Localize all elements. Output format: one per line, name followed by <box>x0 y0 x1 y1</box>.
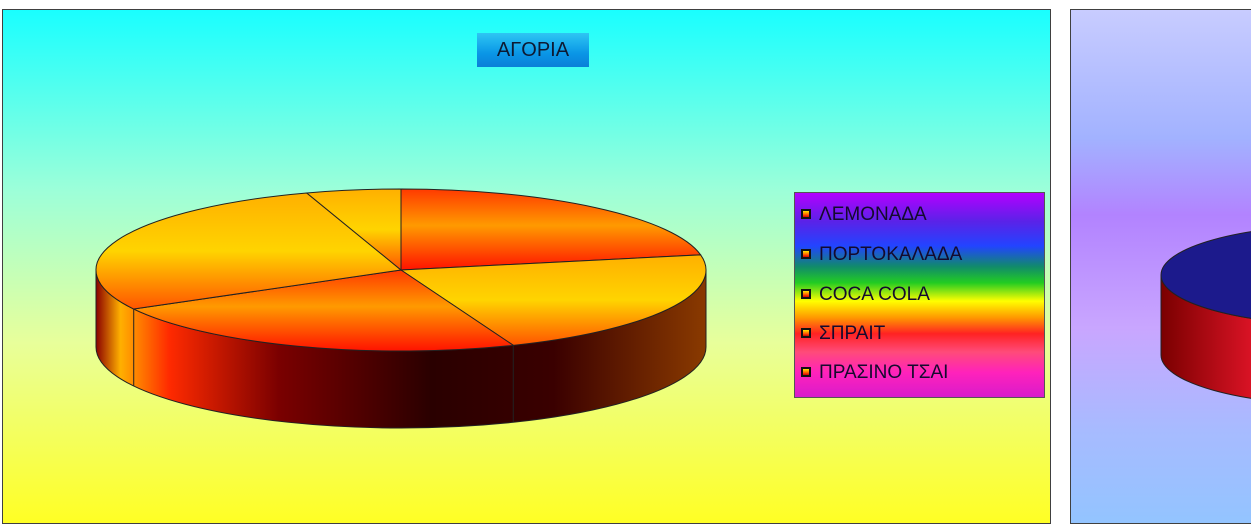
legend-label: ΣΠΡΑΙΤ <box>819 323 886 344</box>
pie-slice <box>95 192 403 310</box>
pie-side-wall <box>1160 274 1251 399</box>
pie-top <box>1160 231 1251 319</box>
pie-slice <box>399 254 707 346</box>
pie-slice <box>400 188 702 271</box>
legend-item-prasino-tsai: ΠΡΑΣΙΝΟ ΤΣΑΙ <box>801 360 949 386</box>
legend-item-portokalada: ΠΟΡΤΟΚΑΛΑΔΑ <box>801 242 963 268</box>
legend-swatch <box>801 367 811 377</box>
chart-right-partial <box>1070 9 1251 524</box>
chart-left: ΑΓΟΡΙΑ ΛΕΜΟΝΑΔΑ ΠΟΡΤΟΚΑΛΑΔΑ COCA COLA ΣΠ… <box>2 9 1051 524</box>
legend-item-sprait: ΣΠΡΑΙΤ <box>801 321 886 347</box>
legend-item-coca-cola: COCA COLA <box>801 282 930 308</box>
legend-label: ΠΡΑΣΙΝΟ ΤΣΑΙ <box>819 362 949 383</box>
pie-chart <box>95 188 707 429</box>
legend: ΛΕΜΟΝΑΔΑ ΠΟΡΤΟΚΑΛΑΔΑ COCA COLA ΣΠΡΑΙΤ ΠΡ… <box>794 192 1045 398</box>
chart-title: ΑΓΟΡΙΑ <box>477 33 589 67</box>
pie-slice <box>305 188 402 272</box>
legend-label: ΠΟΡΤΟΚΑΛΑΔΑ <box>819 244 963 265</box>
legend-swatch <box>801 289 811 299</box>
legend-swatch <box>801 328 811 338</box>
pie-slice <box>132 269 515 352</box>
legend-item-lemonada: ΛΕΜΟΝΑΔΑ <box>801 202 927 228</box>
legend-label: ΛΕΜΟΝΑΔΑ <box>819 204 927 225</box>
legend-swatch <box>801 249 811 259</box>
pie-chart-partial <box>1160 231 1251 399</box>
legend-label: COCA COLA <box>819 284 930 305</box>
legend-swatch <box>801 209 811 219</box>
